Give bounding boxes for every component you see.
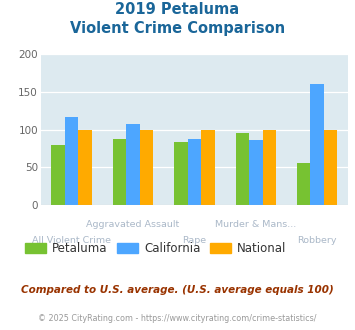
Bar xyxy=(235,133,249,205)
Bar xyxy=(78,129,92,205)
Bar xyxy=(263,129,276,205)
Text: Violent Crime Comparison: Violent Crime Comparison xyxy=(70,21,285,36)
Bar xyxy=(113,139,126,205)
Text: Robbery: Robbery xyxy=(297,236,337,245)
Bar xyxy=(51,145,65,205)
Text: Rape: Rape xyxy=(182,236,206,245)
Bar xyxy=(174,142,187,205)
Text: 2019 Petaluma: 2019 Petaluma xyxy=(115,2,240,16)
Bar xyxy=(324,129,338,205)
Text: Murder & Mans...: Murder & Mans... xyxy=(215,220,296,229)
Bar xyxy=(249,140,263,205)
Bar xyxy=(126,124,140,205)
Bar xyxy=(310,84,324,205)
Text: © 2025 CityRating.com - https://www.cityrating.com/crime-statistics/: © 2025 CityRating.com - https://www.city… xyxy=(38,314,317,323)
Bar xyxy=(201,129,215,205)
Bar xyxy=(187,139,201,205)
Bar xyxy=(140,129,153,205)
Text: Compared to U.S. average. (U.S. average equals 100): Compared to U.S. average. (U.S. average … xyxy=(21,285,334,295)
Legend: Petaluma, California, National: Petaluma, California, National xyxy=(20,237,291,260)
Text: All Violent Crime: All Violent Crime xyxy=(32,236,111,245)
Bar xyxy=(65,117,78,205)
Bar xyxy=(297,163,310,205)
Text: Aggravated Assault: Aggravated Assault xyxy=(86,220,180,229)
